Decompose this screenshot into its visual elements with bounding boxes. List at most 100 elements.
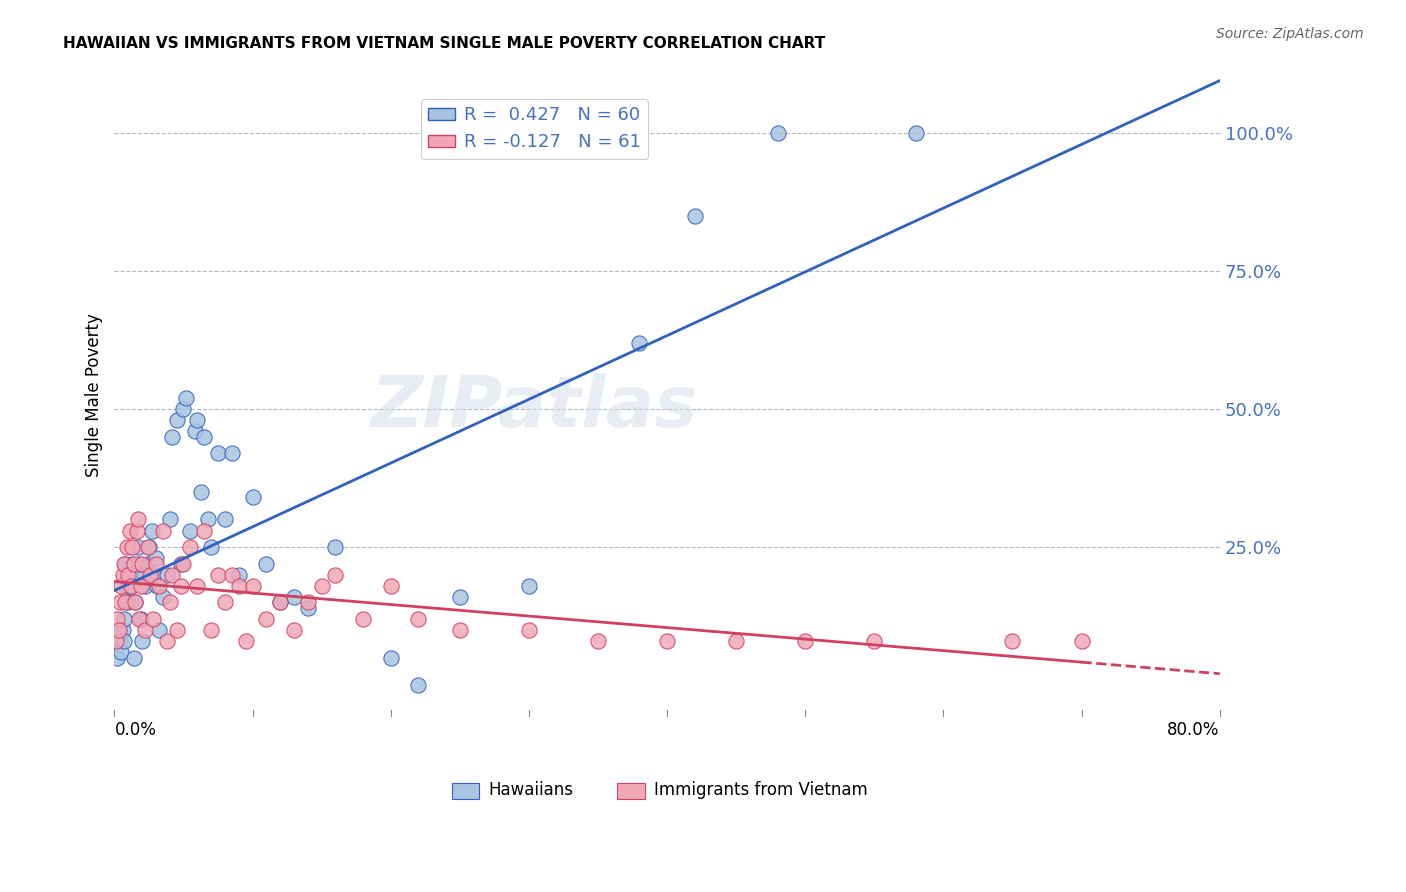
Point [200, 623, 222, 637]
Point [173, 401, 195, 416]
Point [108, 595, 131, 609]
Point [115, 540, 138, 554]
Point [159, 512, 181, 526]
Point [283, 590, 305, 604]
Point [904, 126, 927, 140]
Point [297, 600, 319, 615]
Point [193, 524, 215, 538]
Y-axis label: Single Male Poverty: Single Male Poverty [86, 313, 103, 477]
Point [162, 429, 184, 443]
Point [121, 557, 143, 571]
Point [128, 612, 150, 626]
Point [190, 484, 212, 499]
Point [242, 579, 264, 593]
Point [114, 557, 136, 571]
Bar [617, 783, 645, 798]
Point [139, 567, 162, 582]
Point [146, 579, 169, 593]
Point [179, 524, 201, 538]
Text: Source: ZipAtlas.com: Source: ZipAtlas.com [1216, 27, 1364, 41]
Point [112, 612, 135, 626]
Point [121, 540, 143, 554]
Point [408, 678, 430, 692]
Point [112, 634, 135, 648]
Point [136, 557, 159, 571]
Point [125, 524, 148, 538]
Point [124, 595, 146, 609]
Point [104, 634, 127, 648]
Bar [451, 783, 479, 798]
Point [254, 557, 277, 571]
Point [145, 551, 167, 566]
Point [186, 413, 208, 427]
Point [193, 429, 215, 443]
Point [517, 623, 540, 637]
Point [108, 634, 131, 648]
Point [134, 623, 156, 637]
Point [112, 557, 135, 571]
Point [380, 579, 402, 593]
Point [242, 491, 264, 505]
Text: ZIPatlas: ZIPatlas [371, 374, 699, 442]
Point [325, 567, 347, 582]
Text: Hawaiians: Hawaiians [488, 781, 574, 799]
Point [122, 650, 145, 665]
Point [127, 512, 149, 526]
Text: 80.0%: 80.0% [1167, 721, 1220, 739]
Point [166, 623, 188, 637]
Point [325, 540, 347, 554]
Point [117, 595, 139, 609]
Point [269, 595, 291, 609]
Point [766, 126, 789, 140]
Point [117, 567, 139, 582]
Point [142, 612, 165, 626]
Point [127, 540, 149, 554]
Point [228, 579, 250, 593]
Point [156, 634, 179, 648]
Point [111, 567, 134, 582]
Point [120, 579, 142, 593]
Point [352, 612, 374, 626]
Point [152, 524, 174, 538]
Point [115, 579, 138, 593]
Point [159, 595, 181, 609]
Point [628, 335, 651, 350]
Point [725, 634, 748, 648]
Point [235, 634, 257, 648]
Text: 0.0%: 0.0% [114, 721, 156, 739]
Point [183, 424, 205, 438]
Point [136, 540, 159, 554]
Point [283, 623, 305, 637]
Point [152, 590, 174, 604]
Point [128, 557, 150, 571]
Point [449, 623, 471, 637]
Point [254, 612, 277, 626]
Point [156, 567, 179, 582]
Point [118, 524, 141, 538]
Point [517, 579, 540, 593]
Point [269, 595, 291, 609]
Point [173, 557, 195, 571]
Point [380, 650, 402, 665]
Point [138, 540, 160, 554]
Point [200, 540, 222, 554]
Legend: R =  0.427   N = 60, R = -0.127   N = 61: R = 0.427 N = 60, R = -0.127 N = 61 [420, 99, 648, 159]
Point [105, 612, 128, 626]
Point [228, 567, 250, 582]
Point [110, 645, 132, 659]
Point [207, 567, 229, 582]
Point [179, 540, 201, 554]
Point [794, 634, 817, 648]
Point [214, 512, 236, 526]
Point [311, 579, 333, 593]
Point [863, 634, 886, 648]
Point [221, 567, 243, 582]
Point [148, 623, 170, 637]
Point [166, 413, 188, 427]
Point [118, 567, 141, 582]
Point [148, 579, 170, 593]
Point [107, 623, 129, 637]
Point [162, 567, 184, 582]
Point [124, 595, 146, 609]
Point [105, 650, 128, 665]
